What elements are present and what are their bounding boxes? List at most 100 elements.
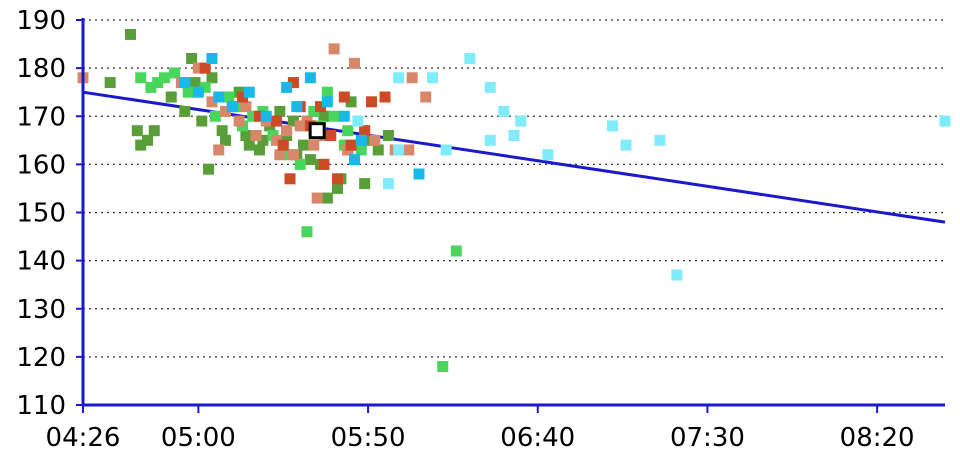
data-point <box>311 192 323 204</box>
data-point <box>939 115 951 127</box>
data-point <box>508 130 520 141</box>
axes <box>76 18 945 413</box>
data-point <box>301 226 313 238</box>
data-point <box>654 134 666 146</box>
data-point <box>393 72 405 84</box>
data-point <box>189 77 201 89</box>
grid-lines <box>83 19 945 358</box>
data-point <box>203 163 215 175</box>
data-point <box>348 154 360 166</box>
data-point <box>141 134 153 146</box>
data-point <box>237 91 249 103</box>
data-point <box>484 81 496 93</box>
data-point <box>671 269 683 281</box>
data-point <box>125 28 137 40</box>
data-point <box>427 72 439 84</box>
data-point <box>131 125 143 137</box>
data-point <box>342 125 354 137</box>
data-point <box>220 105 232 117</box>
data-point <box>145 81 157 93</box>
data-point <box>240 101 252 113</box>
data-point <box>192 62 204 74</box>
data-point <box>420 91 432 103</box>
data-point <box>206 96 218 108</box>
highlight-group <box>308 122 326 140</box>
y-tick-labels: 110 120 130 140 150 160 170 180 190 <box>16 6 66 421</box>
data-point <box>382 130 394 141</box>
highlighted-point <box>308 122 326 140</box>
data-point <box>291 101 303 113</box>
data-point <box>437 361 449 372</box>
data-point <box>287 115 299 127</box>
data-point <box>464 53 476 64</box>
data-point <box>308 139 320 151</box>
data-point <box>152 77 164 89</box>
data-point <box>379 91 391 103</box>
data-point <box>606 120 618 132</box>
data-point <box>243 139 255 151</box>
data-point <box>338 110 350 122</box>
data-point <box>515 115 527 127</box>
data-point <box>274 149 286 161</box>
data-point <box>196 115 208 127</box>
data-point <box>165 91 177 103</box>
y-tick-label: 130 <box>16 295 66 325</box>
data-point <box>315 101 327 113</box>
data-point <box>199 81 211 93</box>
x-tick-label: 08:20 <box>840 423 915 450</box>
data-point <box>253 110 265 122</box>
data-point <box>250 130 262 141</box>
data-point <box>328 110 340 122</box>
data-point <box>158 72 170 84</box>
data-points <box>77 28 951 372</box>
y-tick-label: 170 <box>16 102 66 132</box>
data-point <box>355 144 367 156</box>
data-point <box>294 158 306 170</box>
data-point <box>253 144 265 156</box>
data-point <box>498 105 510 117</box>
data-point <box>243 86 255 98</box>
data-point <box>213 91 225 103</box>
data-point <box>352 115 364 127</box>
data-point <box>620 139 632 151</box>
data-point <box>304 72 316 84</box>
data-point <box>135 139 147 151</box>
data-point <box>213 144 225 156</box>
data-point <box>359 125 371 137</box>
data-point <box>321 86 333 98</box>
data-point <box>542 149 554 161</box>
data-point <box>206 53 218 64</box>
x-tick-label: 07:30 <box>670 423 745 450</box>
data-point <box>332 173 344 185</box>
data-point <box>450 245 462 257</box>
data-point <box>325 130 337 141</box>
data-point <box>104 77 116 89</box>
data-point <box>406 72 418 84</box>
data-point <box>287 149 299 161</box>
data-point <box>372 144 384 156</box>
y-tick-label: 140 <box>16 247 66 277</box>
data-point <box>321 96 333 108</box>
data-point <box>182 86 194 98</box>
y-tick-label: 110 <box>16 391 66 421</box>
data-point <box>321 192 333 204</box>
data-point <box>270 134 282 146</box>
x-tick-labels: 04:26 05:00 05:50 06:40 07:30 08:20 <box>46 423 915 450</box>
data-point <box>304 154 316 166</box>
data-point <box>382 178 394 190</box>
data-point <box>318 158 330 170</box>
data-point <box>281 81 293 93</box>
data-point <box>277 139 289 151</box>
data-point <box>135 72 147 84</box>
data-point <box>209 110 221 122</box>
data-point <box>338 91 350 103</box>
data-point <box>223 91 235 103</box>
data-point <box>348 57 360 69</box>
x-tick-label: 05:50 <box>331 423 406 450</box>
data-point <box>260 110 272 122</box>
data-point <box>345 96 357 108</box>
data-point <box>355 134 367 146</box>
data-point <box>369 134 381 146</box>
data-point <box>318 110 330 122</box>
data-point <box>274 105 286 117</box>
